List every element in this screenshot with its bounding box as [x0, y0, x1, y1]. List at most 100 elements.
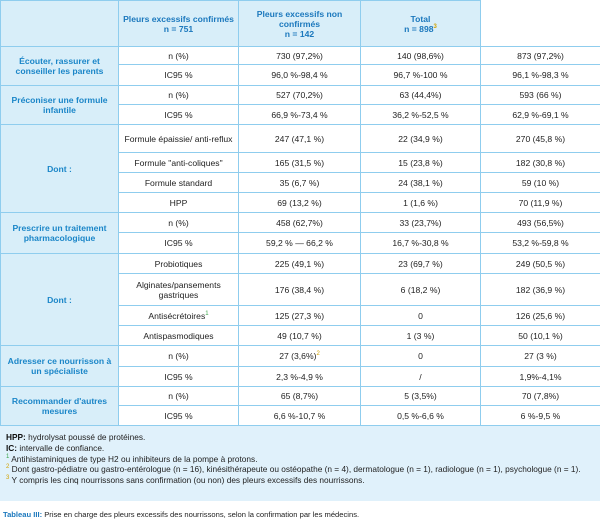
cell: 96,0 %-98,4 % — [238, 64, 361, 86]
cell: 15 (23,8 %) — [360, 152, 481, 173]
cell: 1 (1,6 %) — [360, 192, 481, 213]
row-label-text: IC95 % — [164, 410, 193, 421]
cell: 33 (23,7%) — [360, 212, 481, 233]
cell: / — [360, 366, 481, 387]
caption-label: Tableau III: — [3, 510, 43, 519]
cell: 6 %-9,5 % — [480, 405, 600, 426]
row-label: n (%) — [118, 386, 239, 406]
column-n: n = 751 — [122, 24, 235, 34]
cell: 270 (45,8 %) — [480, 124, 600, 153]
row-label: n (%) — [118, 345, 239, 367]
cell: 458 (62,7%) — [238, 212, 361, 233]
section-label: Recommander d'autres mesures — [0, 386, 119, 426]
table-row: IC95 % 6,6 %-10,7 % 0,5 %-6,6 % 6 %-9,5 % — [1, 405, 600, 426]
cell: 1 (3 %) — [360, 325, 481, 346]
table-row: Formule "anti-coliques" 165 (31,5 %) 15 (2… — [1, 152, 600, 173]
section-label: Dont : — [0, 253, 119, 346]
column-n-text: n = 142 — [284, 28, 315, 39]
cell: 22 (34,9 %) — [360, 124, 481, 153]
cell: 27 (3 %) — [480, 345, 600, 367]
table-row: Préconiser une formule infantile n (%) 527… — [0, 85, 600, 125]
cell: 70 (7,8%) — [480, 386, 600, 406]
cell: 176 (38,4 %) — [238, 273, 361, 306]
superscript: 1 — [205, 310, 209, 317]
cell: 5 (3,5%) — [360, 386, 481, 406]
cell: 35 (6,7 %) — [238, 172, 361, 193]
row-label-text: HPP — [169, 197, 188, 208]
row-label: Probiotiques — [118, 253, 239, 274]
cell: 527 (70,2%) — [238, 85, 361, 105]
row-label-text: n (%) — [168, 217, 189, 228]
column-header: Pleurs excessifs confirmés n = 751 — [118, 0, 239, 47]
row-label: HPP — [118, 192, 239, 213]
section-label: Dont : — [0, 124, 119, 213]
row-label-text: n (%) — [168, 50, 189, 61]
cell: 125 (27,3 %) — [238, 305, 361, 326]
column-header: Pleurs excessifs non confirmés n = 142 — [238, 0, 361, 47]
cell: 49 (10,7 %) — [238, 325, 361, 346]
cell: 2,3 %-4,9 % — [238, 366, 361, 387]
row-label: Antispasmodiques — [118, 325, 239, 346]
footnote: 3 Y compris les cinq nourrissons sans co… — [6, 475, 594, 486]
column-title: Pleurs excessifs confirmés — [123, 13, 234, 24]
cell: 140 (98,6%) — [360, 46, 481, 65]
row-label: Antisécrétoires1 — [118, 305, 239, 326]
section-label: Préconiser une formule infantile — [0, 85, 119, 125]
cell: 63 (44,4%) — [360, 85, 481, 105]
column-n: n = 8983 — [364, 24, 477, 34]
table-row: IC95 % 59,2 % — 66,2 % 16,7 %-30,8 % 53,2 %… — [1, 232, 600, 254]
row-label-text: IC95 % — [164, 371, 193, 382]
row-label-text: Formule épaissie/ anti-reflux — [124, 133, 233, 144]
table-row: HPP 69 (13,2 %) 1 (1,6 %) 70 (11,9 %) — [1, 192, 600, 213]
footnote-text: intervalle de confiance. — [19, 442, 105, 453]
row-label-text: Probiotiques — [154, 258, 203, 269]
cell: 6,6 %-10,7 % — [238, 405, 361, 426]
cell: 66,9 %-73,4 % — [238, 104, 361, 125]
cell: 0 — [360, 305, 481, 326]
footnote-text: Y compris les cinq nourrissons sans conf… — [11, 475, 365, 486]
row-label-text: Formule "anti-coliques" — [134, 157, 223, 168]
row-label: n (%) — [118, 85, 239, 105]
row-label-text: Alginates/pansements gastriques — [136, 279, 221, 300]
row-label: IC95 % — [118, 64, 239, 86]
cell: 6 (18,2 %) — [360, 273, 481, 306]
caption-text: Prise en charge des pleurs excessifs des… — [44, 510, 360, 519]
cell-text: 27 (3,6%) — [279, 351, 317, 361]
cell: 182 (36,9 %) — [480, 273, 600, 306]
row-label: IC95 % — [118, 405, 239, 426]
cell: 27 (3,6%)2 — [238, 345, 361, 367]
column-n-text: n = 751 — [163, 23, 194, 34]
cell: 1,9%-4,1% — [480, 366, 600, 387]
row-label: Formule standard — [118, 172, 239, 193]
footnote-term: HPP: — [6, 432, 26, 442]
row-label: IC95 % — [118, 104, 239, 125]
cell: 23 (69,7 %) — [360, 253, 481, 274]
table-row: Recommander d'autres mesures n (%) 65 (8,7… — [0, 386, 600, 426]
table-row: Dont : Probiotiques 225 (49,1 %) 23 (69,7 %… — [0, 253, 600, 346]
row-label-text: n (%) — [168, 391, 189, 401]
column-n-text: n = 898 — [404, 23, 434, 34]
header-empty — [0, 0, 119, 47]
cell: 59,2 % — 66,2 % — [238, 232, 361, 254]
cell: 96,1 %-98,3 % — [480, 64, 600, 86]
cell: 96,7 %-100 % — [360, 64, 481, 86]
table-row: IC95 % 96,0 %-98,4 % 96,7 %-100 % 96,1 %-98… — [1, 64, 600, 86]
table-row: Adresser ce nourrisson à un spécialiste n… — [0, 345, 600, 387]
footnote: IC: intervalle de confiance. — [6, 443, 594, 454]
cell: 16,7 %-30,8 % — [360, 232, 481, 254]
footnotes: HPP: hydrolysat poussé de protéines. IC: … — [0, 426, 600, 501]
footnote-marker: 2 — [6, 464, 10, 471]
table-row: IC95 % 2,3 %-4,9 %/1,9%-4,1% — [1, 366, 600, 387]
cell: 730 (97,2%) — [238, 46, 361, 65]
footnote: 2 Dont gastro-pédiatre ou gastro-entérol… — [6, 464, 594, 475]
table-row: Écouter, rassurer et conseiller les pare… — [0, 46, 600, 86]
cell: 182 (30,8 %) — [480, 152, 600, 173]
table-row: Prescrire un traitement pharmacologique n… — [0, 212, 600, 254]
footnote-term: IC: — [6, 442, 18, 453]
footnote-text: Dont gastro-pédiatre ou gastro-entérolog… — [11, 464, 581, 475]
row-label-text: IC95 % — [164, 70, 193, 80]
row-label-text: Antispasmodiques — [143, 330, 214, 341]
row-label: n (%) — [118, 46, 239, 65]
cell: 59 (10 %) — [480, 172, 600, 193]
